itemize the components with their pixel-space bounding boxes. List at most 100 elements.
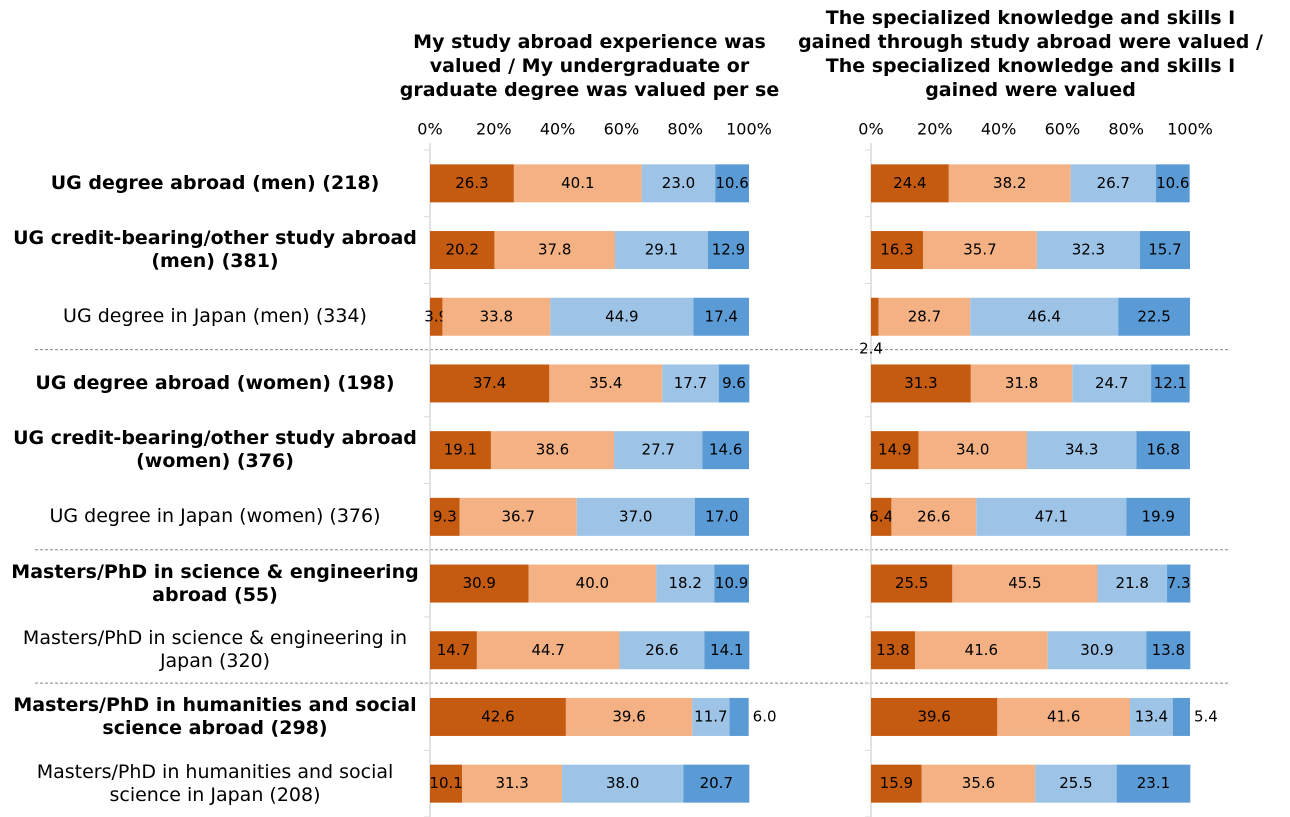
value-label: 44.9 xyxy=(605,307,638,325)
x-tick-label: 80% xyxy=(667,120,703,139)
value-label: 2.4 xyxy=(859,339,883,357)
value-label: 15.7 xyxy=(1148,241,1181,259)
bar-segment xyxy=(562,764,684,803)
value-label: 41.6 xyxy=(1047,707,1080,725)
bar-segment xyxy=(871,631,916,670)
bar-segment xyxy=(430,364,550,403)
value-label: 10.9 xyxy=(715,574,748,592)
bar-segment xyxy=(871,697,998,736)
x-tick-label: 60% xyxy=(604,120,640,139)
bar-segment xyxy=(970,364,1073,403)
bar-segment xyxy=(871,364,971,403)
x-tick-label: 20% xyxy=(476,120,512,139)
value-label: 6.0 xyxy=(753,707,777,725)
value-label: 40.0 xyxy=(576,574,609,592)
bar-segment xyxy=(549,364,663,403)
bar-segment xyxy=(430,431,491,470)
bar-segment xyxy=(528,564,657,603)
value-label: 26.6 xyxy=(645,641,678,659)
value-label: 25.5 xyxy=(1059,774,1092,792)
value-label: 7.3 xyxy=(1167,574,1191,592)
value-label: 10.6 xyxy=(715,174,748,192)
value-label: 26.6 xyxy=(917,507,950,525)
bar-segment xyxy=(1035,764,1117,803)
bar-segment xyxy=(871,764,922,803)
bar-segment xyxy=(921,764,1036,803)
bar-segment xyxy=(1151,364,1190,403)
value-label: 34.0 xyxy=(956,441,989,459)
value-label: 17.4 xyxy=(705,307,738,325)
bar-segment xyxy=(1167,564,1191,603)
bar-segment xyxy=(614,431,703,470)
bar-segment xyxy=(1097,564,1168,603)
value-label: 33.8 xyxy=(480,307,513,325)
bar-segment xyxy=(1047,631,1147,670)
x-tick-label: 40% xyxy=(540,120,576,139)
bar-segment xyxy=(922,231,1037,270)
value-label: 19.1 xyxy=(444,441,477,459)
bar-segment xyxy=(702,431,749,470)
category-label: UG degree abroad (men) (218) xyxy=(50,171,380,194)
x-tick-label: 80% xyxy=(1108,120,1144,139)
value-label: 41.6 xyxy=(965,641,998,659)
bar-segment xyxy=(1146,631,1191,670)
value-label: 37.4 xyxy=(473,374,506,392)
value-label: 23.0 xyxy=(662,174,695,192)
value-label: 13.8 xyxy=(876,641,909,659)
value-label: 11.7 xyxy=(694,707,727,725)
value-label: 26.3 xyxy=(455,174,488,192)
value-label: 36.7 xyxy=(502,507,535,525)
bar-segment xyxy=(430,697,566,736)
bar-segment xyxy=(430,764,463,803)
bar-segment xyxy=(718,364,750,403)
category-label: UG credit-bearing/other study abroad (me… xyxy=(13,227,417,273)
value-label: 23.1 xyxy=(1137,774,1170,792)
value-label: 17.0 xyxy=(705,507,738,525)
bar-segment xyxy=(871,297,879,336)
value-label: 35.7 xyxy=(963,241,996,259)
x-tick-label: 60% xyxy=(1045,120,1081,139)
value-label: 31.8 xyxy=(1005,374,1038,392)
value-label: 40.1 xyxy=(561,174,594,192)
value-label: 12.1 xyxy=(1154,374,1187,392)
bar-segment xyxy=(976,497,1127,536)
bar-segment xyxy=(729,697,749,736)
value-label: 47.1 xyxy=(1035,507,1068,525)
x-tick-label: 20% xyxy=(917,120,953,139)
category-label: UG degree in Japan (women) (376) xyxy=(49,505,381,528)
bar-segment xyxy=(576,497,695,536)
value-label: 3.9 xyxy=(424,307,448,325)
bar-segment xyxy=(459,497,577,536)
value-label: 12.9 xyxy=(712,241,745,259)
value-label: 18.2 xyxy=(668,574,701,592)
bar-segment xyxy=(915,631,1048,670)
value-label: 42.6 xyxy=(481,707,514,725)
value-label: 22.5 xyxy=(1137,307,1170,325)
x-tick-label: 100% xyxy=(1167,120,1213,139)
value-label: 24.4 xyxy=(893,174,926,192)
bar-segment xyxy=(430,564,529,603)
bar-segment xyxy=(513,164,642,203)
value-label: 44.7 xyxy=(531,641,564,659)
category-label: Masters/PhD in humanities and social sci… xyxy=(13,693,417,739)
value-label: 32.3 xyxy=(1072,241,1105,259)
value-label: 10.6 xyxy=(1156,174,1189,192)
bar-segment xyxy=(656,564,715,603)
bar-segment xyxy=(1072,364,1152,403)
bar-segment xyxy=(1116,764,1191,803)
value-label: 29.1 xyxy=(645,241,678,259)
bar-segment xyxy=(619,631,705,670)
bar-segment xyxy=(871,564,953,603)
value-label: 13.8 xyxy=(1152,641,1185,659)
bar-segment xyxy=(565,697,693,736)
category-label: Masters/PhD in science & engineering in … xyxy=(22,627,408,673)
x-tick-label: 0% xyxy=(858,120,883,139)
bar-segment xyxy=(871,497,892,536)
bar-segment xyxy=(715,164,749,203)
bar-segment xyxy=(442,297,551,336)
category-label: UG credit-bearing/other study abroad (wo… xyxy=(13,427,417,473)
bar-segment xyxy=(430,497,460,536)
bar-segment xyxy=(462,764,563,803)
bar-segment xyxy=(490,431,615,470)
bar-segment xyxy=(714,564,749,603)
